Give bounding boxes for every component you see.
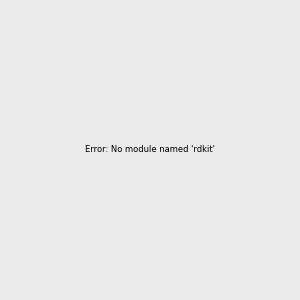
Text: Error: No module named 'rdkit': Error: No module named 'rdkit'	[85, 146, 215, 154]
